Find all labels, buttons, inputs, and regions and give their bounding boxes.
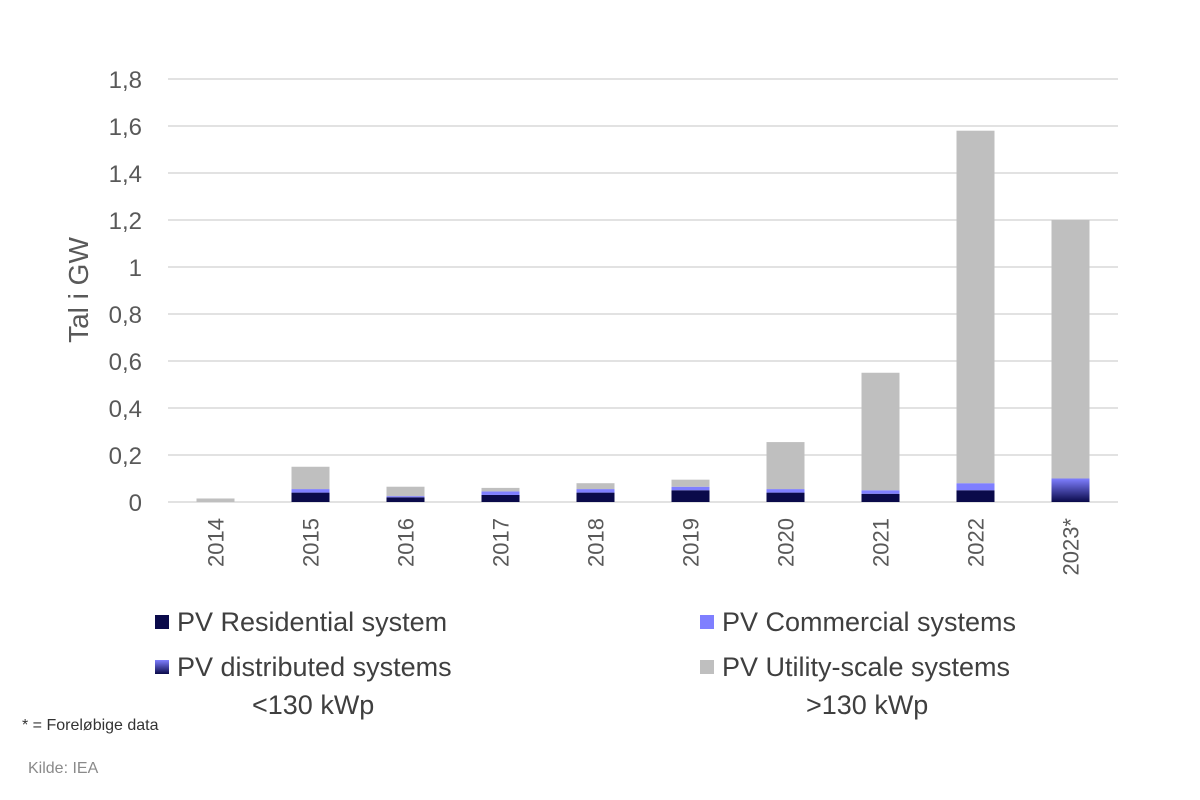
x-tick-label-1: 2015 xyxy=(299,518,324,567)
y-tick-label-1: 0,2 xyxy=(109,443,142,470)
footnote: * = Foreløbige data xyxy=(22,717,159,734)
y-tick-label-0: 0 xyxy=(129,490,142,517)
bar-2023-series-3 xyxy=(1051,220,1090,479)
bar-2016-series-3 xyxy=(386,486,425,497)
x-axis-ticks: 2014 2015 2016 2017 2018 2019 2020 2021 2022 2023… xyxy=(204,518,1084,576)
y-tick-label-2: 0,4 xyxy=(109,396,142,423)
legend-sublabel-distributed: <130 kWp xyxy=(252,690,375,720)
bar-2021-series-1 xyxy=(861,490,900,494)
bar-2021-series-0 xyxy=(861,493,900,502)
bar-2014-series-3 xyxy=(196,498,235,502)
legend-swatch-utility xyxy=(700,660,714,674)
bar-2017-series-1 xyxy=(481,491,520,495)
bar-2022-series-0 xyxy=(956,490,995,502)
bar-2020-series-3 xyxy=(766,442,805,490)
x-tick-label-6: 2020 xyxy=(774,518,799,567)
bar-2023-series-2 xyxy=(1051,478,1090,502)
y-tick-label-6: 1,2 xyxy=(109,208,142,235)
x-tick-label-7: 2021 xyxy=(869,518,894,567)
y-tick-label-9: 1,8 xyxy=(109,67,142,94)
x-tick-label-2: 2016 xyxy=(394,518,419,567)
x-tick-label-8: 2022 xyxy=(964,518,989,567)
x-tick-label-0: 2014 xyxy=(204,518,229,567)
bar-2015-series-0 xyxy=(291,492,330,502)
source-note: Kilde: IEA xyxy=(28,760,99,777)
y-axis-label: Tal i GW xyxy=(63,237,94,343)
bar-2016-series-0 xyxy=(386,497,425,502)
legend-label-commercial: PV Commercial systems xyxy=(722,607,1017,637)
bar-2018-series-1 xyxy=(576,489,615,493)
gridlines xyxy=(168,78,1118,503)
legend-label-residential: PV Residential system xyxy=(177,607,448,637)
legend-swatch-distributed xyxy=(155,660,169,674)
bar-2018-series-0 xyxy=(576,492,615,502)
bar-2020-series-1 xyxy=(766,489,805,493)
legend-label-distributed: PV distributed systems xyxy=(177,652,452,682)
y-axis-ticks: 0 0,2 0,4 0,6 0,8 1 1,2 1,4 1,6 1,8 xyxy=(109,67,142,517)
legend-label-utility: PV Utility-scale systems xyxy=(722,652,1011,682)
x-tick-label-4: 2018 xyxy=(584,518,609,567)
bar-2020-series-0 xyxy=(766,492,805,502)
bar-2016-series-1 xyxy=(386,496,425,498)
y-tick-label-8: 1,6 xyxy=(109,114,142,141)
bar-2015-series-3 xyxy=(291,466,330,490)
bar-2019-series-3 xyxy=(671,479,710,487)
stacked-bar-chart: 00,20,40,60,811,21,41,61,8 2014 2015 2016 2… xyxy=(63,67,1118,576)
bar-2018-series-3 xyxy=(576,483,615,490)
x-tick-label-3: 2017 xyxy=(489,518,514,567)
y-tick-label-7: 1,4 xyxy=(109,161,142,188)
bar-2019-series-0 xyxy=(671,490,710,502)
legend-sublabel-utility: >130 kWp xyxy=(806,690,929,720)
bar-2019-series-1 xyxy=(671,486,710,491)
bar-2017-series-0 xyxy=(481,494,520,502)
bar-2015-series-1 xyxy=(291,489,330,493)
y-tick-label-5: 1 xyxy=(129,255,142,282)
bar-2022-series-3 xyxy=(956,130,995,484)
x-tick-label-9: 2023* xyxy=(1059,518,1084,576)
legend-swatch-residential xyxy=(155,615,169,629)
bar-2022-series-1 xyxy=(956,483,995,491)
bars xyxy=(196,130,1090,502)
x-tick-label-5: 2019 xyxy=(679,518,704,567)
bar-2021-series-3 xyxy=(861,372,900,491)
bar-2017-series-3 xyxy=(481,487,520,492)
legend-swatch-commercial xyxy=(700,615,714,629)
y-tick-label-3: 0,6 xyxy=(109,349,142,376)
y-tick-label-4: 0,8 xyxy=(109,302,142,329)
